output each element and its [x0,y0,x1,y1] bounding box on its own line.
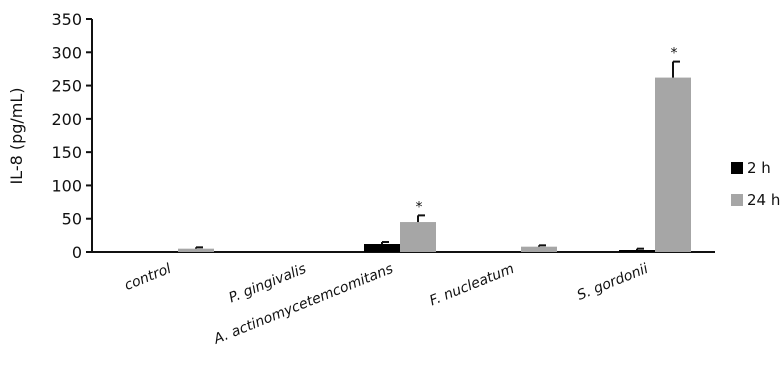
y-tick-label: 50 [62,210,82,229]
bar [655,77,691,252]
bar [364,244,400,252]
bar [619,250,655,252]
x-category-label: S. gordonii [575,261,651,304]
legend-label: 2 h [747,159,771,177]
y-axis-title: IL-8 (pg/mL) [7,87,26,184]
y-axis: 0 50 100 150 200 250 300 350 [51,10,93,262]
y-tick-label: 0 [72,243,82,262]
y-tick-label: 300 [51,43,82,62]
significance-marker: * [416,199,423,215]
y-tick-label: 350 [51,10,82,29]
legend: 2 h 24 h [731,159,780,209]
y-tick-label: 200 [51,110,82,129]
legend-label: 24 h [747,191,780,209]
legend-swatch [731,194,743,206]
bar [178,248,214,252]
bars: ** [178,46,691,252]
bar [521,246,557,252]
significance-marker: * [671,46,678,62]
y-tick-label: 100 [51,176,82,195]
x-category-label: control [122,261,173,294]
y-tick-label: 250 [51,77,82,96]
x-category-label: F. nucleatum [427,261,516,309]
legend-swatch [731,162,743,174]
bar [400,222,436,252]
y-tick-label: 150 [51,143,82,162]
